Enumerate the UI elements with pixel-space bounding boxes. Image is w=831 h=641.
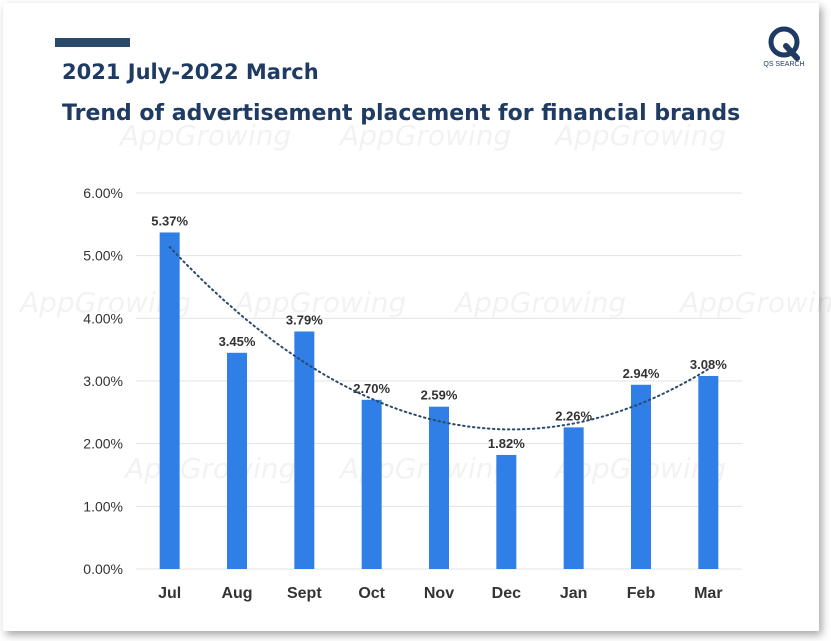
data-label: 3.45%	[219, 334, 256, 349]
watermark-text: AppGrowing	[123, 452, 296, 485]
y-tick-label: 0.00%	[83, 561, 123, 577]
x-tick-label: Nov	[424, 585, 454, 602]
x-tick-label: Mar	[694, 585, 722, 602]
x-tick-label: Jul	[158, 585, 181, 602]
data-label: 2.26%	[555, 408, 592, 423]
data-label: 3.08%	[690, 357, 727, 372]
bar	[429, 406, 449, 569]
watermark-text: AppGrowing	[678, 286, 831, 319]
bar	[227, 352, 247, 569]
chart-frame: QS SEARCH	[3, 3, 819, 631]
x-tick-label: Oct	[358, 585, 385, 602]
watermark-text: AppGrowing	[118, 119, 291, 152]
bar	[563, 427, 584, 569]
data-label: 2.59%	[421, 388, 458, 403]
x-tick-label: Feb	[627, 585, 656, 602]
data-label: 2.70%	[353, 381, 390, 396]
x-tick-label: Sept	[287, 585, 322, 602]
trendline	[168, 245, 710, 431]
x-tick-label: Dec	[492, 585, 521, 602]
bar	[631, 384, 651, 569]
x-tick-label: Jan	[560, 585, 588, 602]
y-tick-label: 1.00%	[83, 498, 123, 514]
bar	[698, 375, 719, 569]
qs-search-logo: QS SEARCH	[753, 25, 815, 75]
bar	[294, 331, 315, 569]
bar	[361, 399, 382, 569]
y-tick-label: 3.00%	[83, 373, 123, 389]
watermark-text: AppGrowing	[553, 119, 726, 152]
header-accent-bar	[55, 38, 130, 47]
watermark-text: AppGrowing	[233, 286, 406, 319]
logo-label: QS SEARCH	[763, 61, 805, 68]
watermark-text: AppGrowing	[453, 286, 626, 319]
data-label: 3.79%	[286, 312, 323, 327]
y-tick-label: 2.00%	[83, 436, 123, 452]
watermark-text: AppGrowing	[338, 119, 511, 152]
data-label: 5.37%	[151, 213, 188, 228]
bar	[159, 232, 180, 570]
qs-logo-icon	[768, 26, 800, 61]
period-title: 2021 July-2022 March	[62, 60, 319, 84]
y-tick-label: 6.00%	[83, 185, 123, 201]
bar	[496, 454, 517, 569]
data-label: 1.82%	[488, 436, 525, 451]
data-label: 2.94%	[623, 366, 660, 381]
chart-title: Trend of advertisement placement for fin…	[62, 101, 741, 126]
y-tick-label: 5.00%	[83, 248, 123, 264]
y-tick-label: 4.00%	[83, 310, 123, 326]
x-tick-label: Aug	[221, 585, 252, 602]
